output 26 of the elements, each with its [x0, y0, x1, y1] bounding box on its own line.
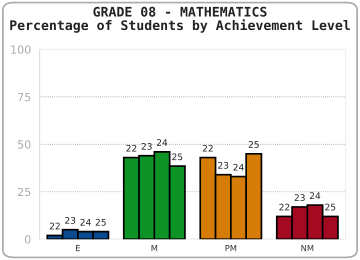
x-tick-label: NM — [301, 245, 314, 252]
y-tick-label: 0 — [24, 235, 31, 244]
text: 25 — [96, 218, 106, 226]
text: 24 — [233, 164, 244, 171]
y-tick-label: 50 — [18, 140, 31, 149]
series-label: 24 — [156, 139, 168, 146]
text: 22 — [202, 144, 213, 152]
series-label: 22 — [50, 222, 60, 230]
y-tick-label: 75 — [18, 92, 30, 102]
text: 25 — [248, 141, 259, 148]
text: 23 — [65, 216, 76, 224]
y-tick-label: 25 — [18, 188, 30, 196]
series-label: 23 — [294, 194, 305, 202]
x-tick-label: PM — [226, 245, 236, 252]
text: 24 — [310, 192, 320, 199]
text: 25 — [325, 204, 336, 211]
y-tick-label: 100 — [11, 45, 31, 54]
series-label: 25 — [172, 153, 182, 160]
text: 23 — [218, 162, 228, 169]
chart-title: GRADE 08 - MATHEMATICS Percentage of Students by Achievement Level — [10, 6, 350, 33]
text: 22 — [126, 144, 136, 152]
x-tick-label: E — [76, 245, 80, 252]
text: 22 — [279, 204, 290, 210]
text: 23 — [142, 142, 152, 150]
x-tick-label: M — [152, 245, 158, 252]
text: 24 — [80, 218, 91, 226]
